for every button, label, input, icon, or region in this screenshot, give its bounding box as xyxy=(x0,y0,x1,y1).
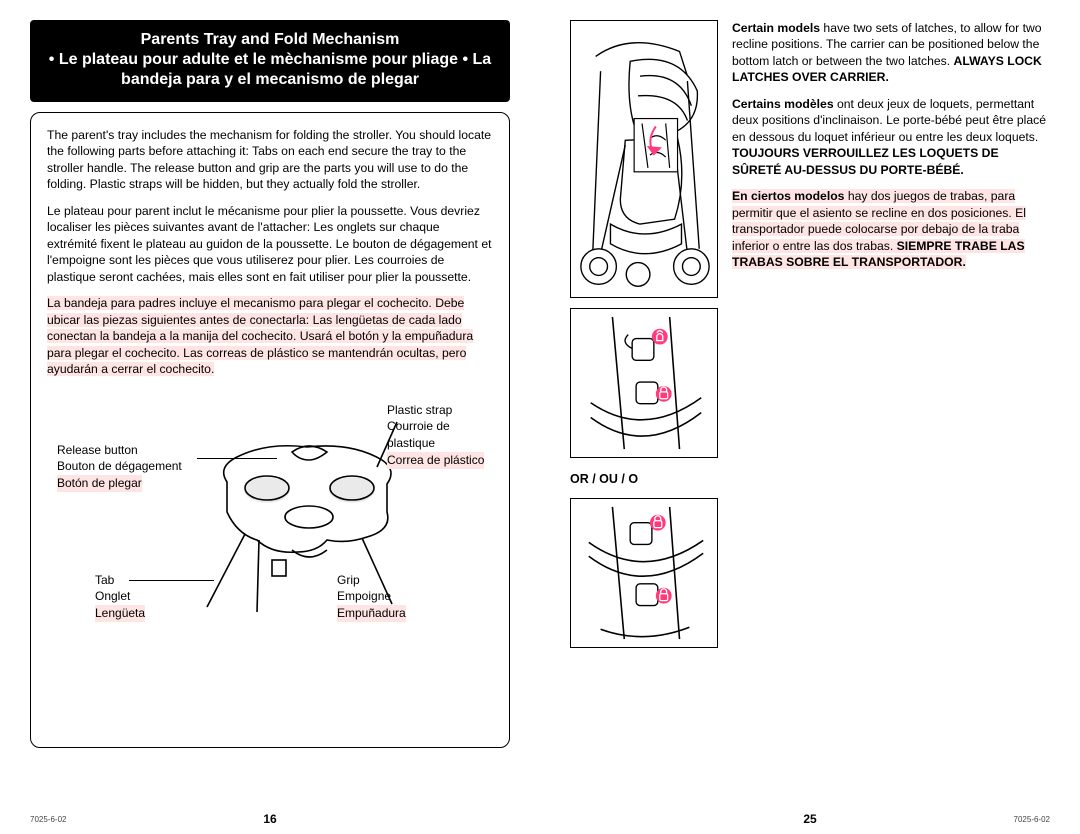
figure-latch-upper xyxy=(570,308,718,458)
figure-column: OR / OU / O xyxy=(570,20,718,648)
intro-french: Le plateau pour parent inclut le mécanis… xyxy=(47,203,493,285)
intro-spanish: La bandeja para padres incluye el mecani… xyxy=(47,295,493,377)
content-box: The parent's tray includes the mechanism… xyxy=(30,112,510,748)
para-spanish: En ciertos modelos hay dos juegos de tra… xyxy=(732,188,1050,270)
doc-code-right: 7025-6-02 xyxy=(1014,815,1050,824)
doc-code-left: 7025-6-02 xyxy=(30,815,66,824)
text-column: Certain models have two sets of latches,… xyxy=(732,20,1050,648)
page-right: OR / OU / O xyxy=(540,0,1080,834)
page-number-left: 16 xyxy=(263,812,276,826)
para-french: Certains modèles ont deux jeux de loquet… xyxy=(732,96,1050,178)
para-english: Certain models have two sets of latches,… xyxy=(732,20,1050,86)
figure-latch-lower xyxy=(570,498,718,648)
tray-diagram: Release button Bouton de dégagement Botó… xyxy=(47,402,493,662)
or-label: OR / OU / O xyxy=(570,472,718,486)
figure-stroller xyxy=(570,20,718,298)
right-content: OR / OU / O xyxy=(570,20,1050,648)
page-number-right: 25 xyxy=(803,812,816,826)
intro-english: The parent's tray includes the mechanism… xyxy=(47,127,493,193)
label-release-button: Release button Bouton de dégagement Botó… xyxy=(57,442,182,492)
label-grip: Grip Empoigne Empuñadura xyxy=(337,572,406,622)
label-plastic-strap: Plastic strap Courroie de plastique Corr… xyxy=(387,402,493,469)
page-left: Parents Tray and Fold Mechanism • Le pla… xyxy=(0,0,540,834)
title-block: Parents Tray and Fold Mechanism • Le pla… xyxy=(30,20,510,102)
